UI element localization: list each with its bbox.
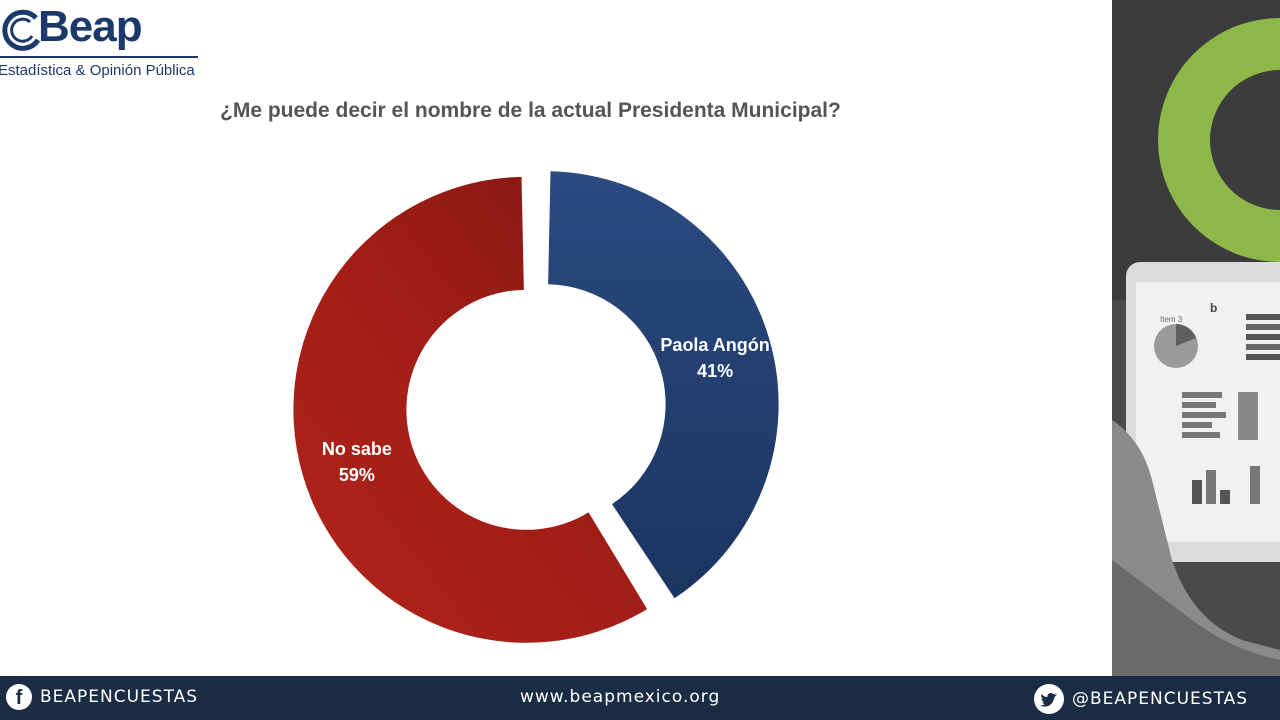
facebook-handle: BEAPENCUESTAS <box>40 687 199 707</box>
decorative-side-panel: Item 3 b <box>1112 0 1280 676</box>
logo-swirl-icon <box>2 9 41 51</box>
logo-tagline: Estadística & Opinión Pública <box>0 62 195 79</box>
donut-slice-paola-angon <box>548 171 779 599</box>
twitter-handle: @BEAPENCUESTAS <box>1072 689 1249 709</box>
facebook-link[interactable]: f BEAPENCUESTAS <box>6 684 198 710</box>
twitter-link[interactable]: @BEAPENCUESTAS <box>1034 684 1248 714</box>
slice-label-value: 41% <box>697 361 733 381</box>
slice-label-name: Paola Angón <box>660 335 769 355</box>
company-logo: Beap Estadística & Opinión Pública <box>0 0 210 86</box>
donut-slice-no-sabe <box>293 176 648 643</box>
svg-text:b: b <box>1210 301 1217 315</box>
tablet-photo-image: Item 3 b <box>1112 0 1280 676</box>
chart-title: ¿Me puede decir el nombre de la actual P… <box>220 99 841 122</box>
logo-underline <box>0 56 198 58</box>
slice-label-name: No sabe <box>322 439 392 459</box>
slice-label-value: 59% <box>339 465 375 485</box>
logo-wordmark: Beap <box>38 2 143 51</box>
svg-text:Item 3: Item 3 <box>1160 315 1183 324</box>
donut-chart: Paola Angón 41% No sabe 59% <box>293 171 779 643</box>
facebook-icon: f <box>6 684 32 710</box>
website-link[interactable]: www.beapmexico.org <box>520 687 721 707</box>
footer-bar: f BEAPENCUESTAS www.beapmexico.org @BEAP… <box>0 676 1280 720</box>
twitter-icon <box>1034 684 1064 714</box>
